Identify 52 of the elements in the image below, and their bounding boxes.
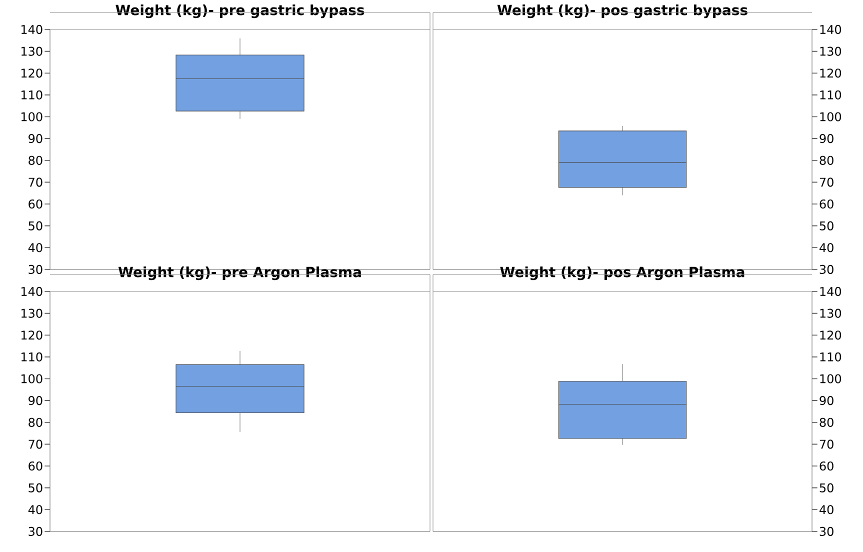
- y-tick-label: 120: [820, 68, 842, 78]
- y-tick-label: 70: [28, 439, 42, 448]
- y-tick-label: 80: [28, 156, 42, 165]
- y-tick-label: 100: [21, 374, 42, 384]
- y-tick-label: 70: [820, 439, 834, 448]
- y-tick-label: 50: [820, 221, 834, 230]
- y-tick-label: 60: [28, 461, 42, 470]
- y-tick-label: 100: [820, 374, 842, 384]
- y-tick-label: 140: [21, 286, 42, 296]
- y-tick-label: 80: [820, 418, 834, 427]
- y-tick-label: 60: [820, 199, 834, 208]
- y-tick-label: 120: [21, 68, 42, 78]
- y-tick-label: 110: [21, 90, 42, 100]
- y-tick-label: 90: [820, 396, 834, 405]
- y-tick-label: 110: [21, 352, 42, 362]
- y-tick-label: 90: [820, 134, 834, 143]
- y-tick-label: 60: [820, 461, 834, 470]
- y-tick-label: 50: [28, 483, 42, 492]
- y-tick-label: 140: [820, 24, 842, 34]
- y-tick-label: 130: [21, 308, 42, 318]
- y-tick-label: 30: [28, 264, 42, 274]
- y-tick-label: 110: [820, 352, 842, 362]
- y-tick-label: 120: [820, 330, 842, 340]
- y-tick-label: 40: [820, 242, 834, 252]
- y-tick-label: 30: [820, 526, 834, 536]
- y-tick-label: 140: [820, 286, 842, 296]
- y-tick-label: 30: [820, 264, 834, 274]
- y-tick-label: 40: [28, 242, 42, 252]
- y-tick-label: 70: [820, 177, 834, 186]
- y-tick-label: 100: [21, 112, 42, 122]
- chart-title: Weight (kg)- pre gastric bypass: [116, 4, 364, 18]
- y-tick-label: 130: [21, 46, 42, 56]
- y-tick-label: 110: [820, 90, 842, 100]
- y-tick-label: 30: [28, 526, 42, 536]
- y-tick-label: 90: [28, 134, 42, 143]
- y-tick-label: 100: [820, 112, 842, 122]
- y-tick-label: 130: [820, 308, 842, 318]
- chart-title: Weight (kg)- pre Argon Plasma: [118, 266, 361, 280]
- y-tick-label: 90: [28, 396, 42, 405]
- y-tick-label: 50: [28, 221, 42, 230]
- y-tick-label: 140: [21, 24, 42, 34]
- chart-title: Weight (kg)- pos gastric bypass: [497, 4, 748, 18]
- chart-title: Weight (kg)- pos Argon Plasma: [500, 266, 744, 280]
- y-tick-label: 60: [28, 199, 42, 208]
- y-tick-label: 70: [28, 177, 42, 186]
- y-tick-label: 120: [21, 330, 42, 340]
- y-tick-label: 80: [28, 418, 42, 427]
- y-tick-label: 130: [820, 46, 842, 56]
- y-tick-label: 40: [820, 504, 834, 514]
- y-tick-label: 50: [820, 483, 834, 492]
- y-tick-label: 80: [820, 156, 834, 165]
- y-tick-label: 40: [28, 504, 42, 514]
